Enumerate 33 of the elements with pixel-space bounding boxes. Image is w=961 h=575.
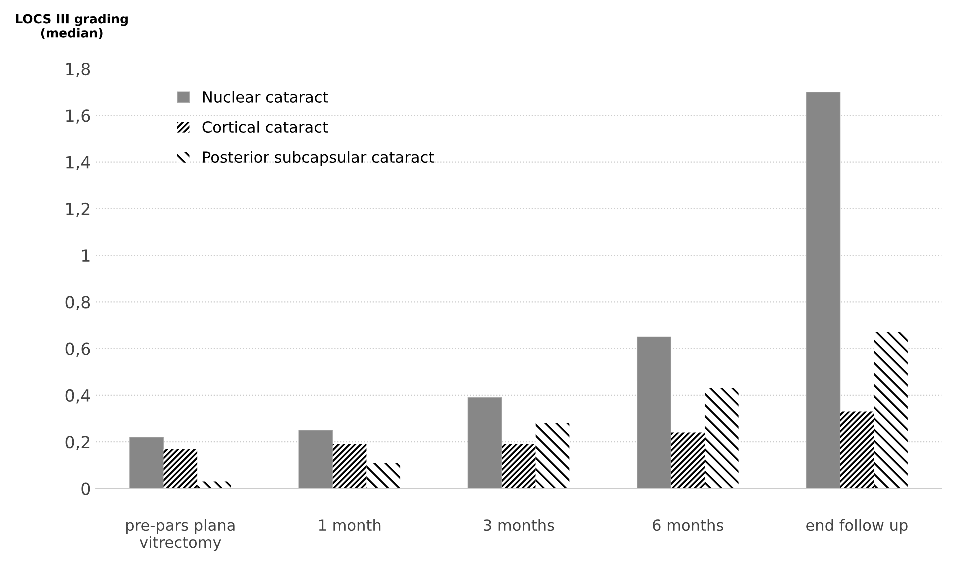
legend-label: Nuclear cataract bbox=[203, 91, 328, 103]
bar bbox=[332, 444, 367, 489]
x-tick-label: 6 months bbox=[653, 519, 724, 532]
y-tick-label: 1,6 bbox=[66, 110, 90, 124]
legend-label: Cortical cataract bbox=[202, 121, 328, 134]
bar bbox=[806, 92, 841, 489]
bar bbox=[704, 388, 739, 489]
y-tick-label: 0,8 bbox=[66, 296, 90, 310]
y-axis-title: LOCS III grading (median) bbox=[16, 14, 128, 40]
y-tick-label: 0,2 bbox=[66, 436, 90, 450]
x-tick-label: end follow up bbox=[806, 519, 908, 534]
bar bbox=[366, 463, 401, 489]
y-tick-label: 0,4 bbox=[66, 389, 90, 404]
bar bbox=[164, 449, 198, 489]
bar bbox=[468, 397, 502, 489]
y-tick-label: 1,4 bbox=[66, 156, 90, 171]
y-tick-label: 0,6 bbox=[66, 342, 90, 358]
y-tick-label: 1,8 bbox=[66, 62, 90, 78]
x-tick-label: 3 months bbox=[484, 519, 554, 532]
y-tick-label: 1 bbox=[82, 250, 90, 262]
bar bbox=[536, 423, 570, 489]
bar bbox=[130, 437, 164, 489]
bar bbox=[298, 430, 334, 489]
bar bbox=[636, 336, 672, 489]
bar bbox=[840, 412, 874, 489]
bar bbox=[502, 444, 536, 489]
y-tick-label: 1,2 bbox=[66, 202, 90, 218]
x-tick-label: pre-pars plana vitrectomy bbox=[126, 519, 235, 552]
bar bbox=[671, 432, 705, 489]
x-tick-label: 1 month bbox=[319, 519, 381, 532]
legend-label: Posterior subcapsular cataract bbox=[203, 151, 434, 166]
y-tick-label: 0 bbox=[82, 482, 90, 496]
bar bbox=[874, 332, 908, 489]
